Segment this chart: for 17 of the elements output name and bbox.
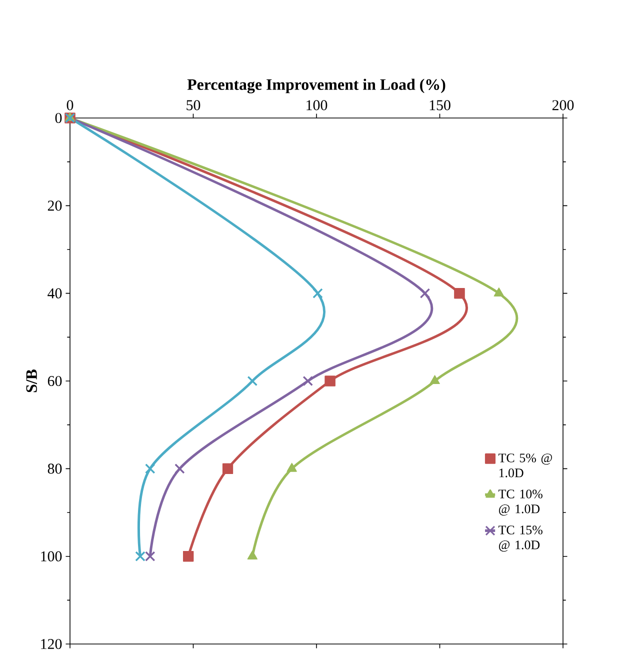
y-tick-label: 40 (48, 288, 62, 298)
x-tick-label: 50 (186, 100, 200, 110)
legend-label: TC 5% @ 1.0D (498, 454, 552, 478)
y-tick-label: 0 (55, 112, 62, 124)
x-axis-title: Percentage Improvement in Load (%) (187, 78, 446, 94)
y-tick-label: 100 (41, 551, 62, 562)
y-tick-label: 60 (48, 376, 62, 386)
x-tick-label: 100 (306, 100, 328, 110)
x-tick-label: 150 (430, 100, 450, 110)
legend-label: TC 15% @ 1.0D (498, 526, 542, 552)
x-tick-label: 0 (66, 100, 74, 110)
y-tick-label: 80 (48, 464, 62, 474)
y-tick-label: 20 (48, 200, 62, 211)
x-tick-label: 200 (552, 100, 574, 110)
legend-label: TC 10% @ 1.0D (498, 490, 542, 516)
y-axis-title: S/B (26, 369, 37, 392)
y-tick-label: 120 (41, 638, 62, 650)
